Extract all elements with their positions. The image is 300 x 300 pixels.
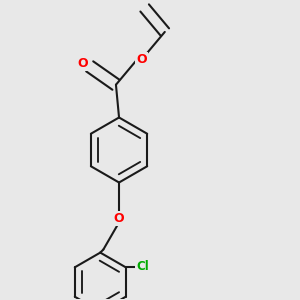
Text: Cl: Cl xyxy=(136,260,149,273)
Text: O: O xyxy=(136,53,147,66)
Text: O: O xyxy=(78,57,88,70)
Text: O: O xyxy=(114,212,124,225)
